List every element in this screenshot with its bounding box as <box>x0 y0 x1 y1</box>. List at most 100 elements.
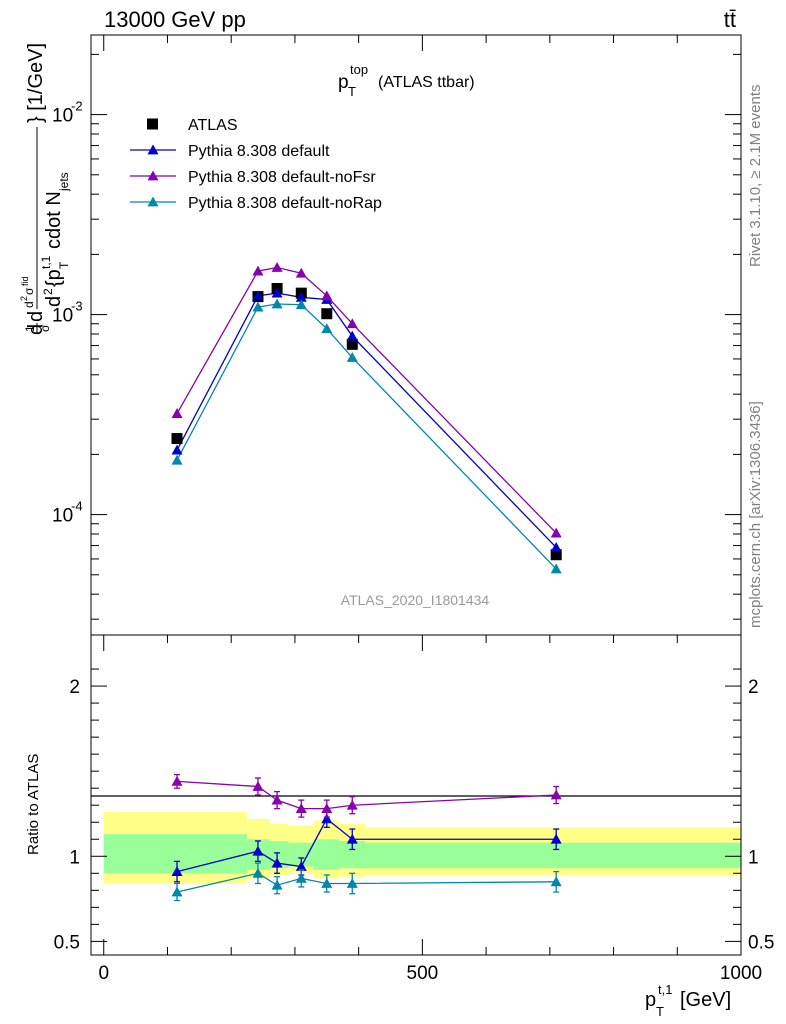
y-tick-label: 10 <box>52 106 73 127</box>
ratio-ylabel: Ratio to ATLAS <box>25 754 42 855</box>
data-point <box>171 408 183 418</box>
legend: ATLAS Pythia 8.308 default Pythia 8.308 de… <box>130 117 382 212</box>
y-tick-exponent: -3 <box>71 299 83 314</box>
svg-text:T: T <box>656 1004 664 1019</box>
svg-text:σ: σ <box>22 287 36 295</box>
watermark: ATLAS_2020_I1801434 <box>341 592 490 608</box>
ratio-point <box>171 866 183 876</box>
ratio-point <box>550 876 562 887</box>
x-axis-label: p T t,1 [GeV] <box>645 982 731 1019</box>
ratio-point <box>252 780 264 791</box>
ratio-series-line <box>176 780 557 810</box>
data-point <box>271 287 283 298</box>
x-tick-label: 500 <box>407 963 439 984</box>
band-inner <box>288 842 315 867</box>
ratio-y-tick-label: 2 <box>69 677 80 698</box>
y-tick-exponent: -4 <box>71 499 83 514</box>
main-title-sup: top <box>350 62 368 77</box>
legend-label: ATLAS <box>188 117 238 134</box>
data-point <box>171 433 183 445</box>
ratio-point <box>295 872 307 883</box>
svg-text:t,1: t,1 <box>658 982 672 997</box>
data-point <box>321 290 333 301</box>
ratio-point <box>271 879 283 890</box>
ratio-point <box>321 803 333 814</box>
data-point <box>295 267 307 278</box>
ratio-point <box>550 789 562 800</box>
data-point <box>171 454 183 465</box>
legend-marker <box>147 144 159 155</box>
ratio-y-tick-label-right: 1 <box>748 847 759 868</box>
ratio-point <box>321 878 333 888</box>
ratio-y-tick-label: 1 <box>69 847 80 868</box>
svg-text:2: 2 <box>19 296 29 301</box>
svg-text:T: T <box>57 261 71 269</box>
svg-text:jets: jets <box>57 172 71 192</box>
legend-marker <box>147 170 159 181</box>
main-ticks: 10-410-310-2 <box>52 35 742 620</box>
data-point <box>252 265 264 276</box>
y-tick-label: 10 <box>52 506 73 527</box>
main-data <box>171 261 562 574</box>
data-point <box>550 549 562 561</box>
data-point <box>346 318 358 329</box>
ratio-y-tick-label-right: 2 <box>748 677 759 698</box>
data-point <box>550 527 562 538</box>
svg-text:d: d <box>25 311 47 322</box>
ratio-y-tick-label: 0.5 <box>54 932 80 953</box>
y-tick-label: 10 <box>52 306 73 327</box>
data-point <box>346 338 358 350</box>
svg-text:d: d <box>25 324 47 335</box>
data-point <box>271 298 283 309</box>
x-tick-label: 0 <box>98 963 109 984</box>
header-left-label: 13000 GeV pp <box>104 7 246 32</box>
ratio-point <box>252 867 264 878</box>
data-point <box>321 308 333 320</box>
ratio-point <box>295 803 307 814</box>
series-line <box>176 303 557 570</box>
ratio-data <box>171 773 562 902</box>
data-point <box>321 323 333 334</box>
ratio-point <box>321 813 333 824</box>
ratio-bands <box>103 812 741 884</box>
ratio-point <box>295 860 307 871</box>
svg-text:d: d <box>43 296 65 307</box>
main-title-rest: (ATLAS ttbar) <box>378 74 475 91</box>
ratio-point <box>550 833 562 844</box>
legend-marker <box>147 196 159 207</box>
main-panel: 10-410-310-2 p T top (ATLAS ttbar) ATLAS… <box>52 34 742 636</box>
svg-text:2: 2 <box>41 288 55 295</box>
legend-marker <box>147 118 158 130</box>
data-point <box>295 291 307 302</box>
data-point <box>346 352 358 362</box>
y-tick-exponent: -2 <box>71 99 83 114</box>
legend-label: Pythia 8.308 default <box>188 143 330 160</box>
main-title-sub: T <box>348 84 356 99</box>
svg-text:cdot N: cdot N <box>43 191 65 249</box>
svg-text:t,1: t,1 <box>39 255 53 269</box>
svg-text:1: 1 <box>23 325 37 332</box>
svg-text:} [1/GeV]: } [1/GeV] <box>25 43 47 123</box>
x-tick-label: 1000 <box>720 963 762 984</box>
series-line <box>176 266 557 534</box>
rivet-label: Rivet 3.1.10, ≥ 2.1M events <box>747 85 764 268</box>
ratio-point <box>171 775 183 786</box>
ratio-panel: 0.5 0.5 1 1 2 2 0 500 1000 <box>54 634 774 984</box>
data-point <box>295 299 307 310</box>
main-ylabel: d 1 σ d d 2 σ fid d 2 {p T t,1 cdot N je… <box>19 43 71 335</box>
svg-text:fid: fid <box>20 276 30 286</box>
data-point <box>252 290 264 301</box>
ratio-panel-frame <box>90 634 742 956</box>
data-point <box>346 330 358 341</box>
legend-label: Pythia 8.308 default-noRap <box>188 195 382 212</box>
svg-text:d: d <box>22 301 36 308</box>
ratio-point <box>252 845 264 856</box>
ratio-point <box>346 833 358 844</box>
data-point <box>271 261 283 272</box>
ratio-point <box>171 886 183 897</box>
ratio-point <box>271 857 283 868</box>
header-right-label: tt̄ <box>724 7 736 32</box>
data-point <box>550 541 562 552</box>
band-inner <box>103 834 248 874</box>
